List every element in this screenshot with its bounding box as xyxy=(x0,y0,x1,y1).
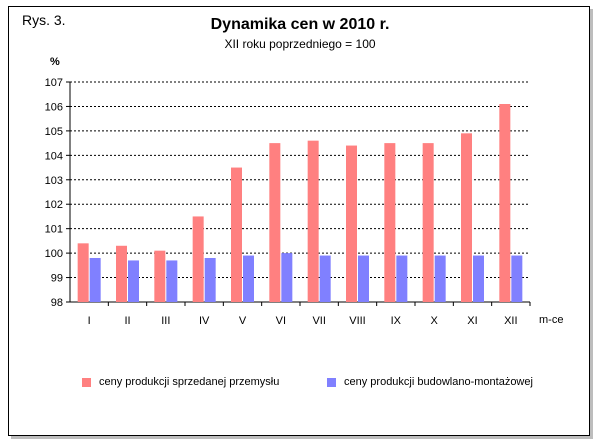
x-tick-label: IV xyxy=(199,315,210,327)
x-tick-label: X xyxy=(430,315,438,327)
x-tick-label: II xyxy=(124,315,130,327)
x-tick-label: XI xyxy=(467,315,477,327)
x-tick-label: III xyxy=(161,315,170,327)
bar-construction xyxy=(89,258,101,302)
chart-frame xyxy=(8,6,590,436)
x-tick-label: XII xyxy=(504,315,517,327)
y-tick-label: 100 xyxy=(45,248,63,260)
bar-construction xyxy=(319,255,331,302)
y-tick-label: 107 xyxy=(45,77,63,89)
bar-industry xyxy=(346,145,357,302)
x-tick-label: V xyxy=(239,315,247,327)
y-tick-label: 106 xyxy=(45,101,63,113)
bar-industry xyxy=(499,104,511,302)
bar-construction xyxy=(243,255,254,302)
chart-title: Dynamika cen w 2010 r. xyxy=(210,16,390,33)
bar-industry xyxy=(154,250,166,302)
bar-construction xyxy=(128,260,139,302)
figure-label: Rys. 3. xyxy=(22,12,66,28)
bar-industry xyxy=(461,133,472,302)
x-tick-label: VII xyxy=(312,315,325,327)
y-tick-label: 99 xyxy=(51,273,63,285)
x-tick-label: VI xyxy=(276,315,286,327)
x-tick-label: I xyxy=(88,315,91,327)
bar-industry xyxy=(116,245,127,302)
legend-label-construction: ceny produkcji budowlano-montażowej xyxy=(344,376,533,388)
bar-construction xyxy=(511,255,523,302)
chart-subtitle: XII roku poprzedniego = 100 xyxy=(224,37,376,51)
bar-construction xyxy=(358,255,369,302)
x-tick-label: VIII xyxy=(349,315,366,327)
y-tick-label: 105 xyxy=(45,126,63,138)
legend-swatch-industry xyxy=(82,377,91,387)
bar-industry xyxy=(384,143,396,302)
bar-construction xyxy=(473,255,484,302)
legend-item-construction: ceny produkcji budowlano-montażowej xyxy=(327,376,533,388)
y-tick-label: 102 xyxy=(45,199,63,211)
bar-construction xyxy=(166,260,178,302)
bar-industry xyxy=(231,167,242,302)
legend-swatch-construction xyxy=(327,377,336,387)
bar-construction xyxy=(396,255,408,302)
x-axis-unit: m-ce xyxy=(539,314,564,326)
bar-industry xyxy=(307,140,319,302)
bar-industry xyxy=(422,143,434,302)
y-axis-unit: % xyxy=(50,56,60,68)
y-tick-label: 103 xyxy=(45,175,63,187)
legend-label-industry: ceny produkcji sprzedanej przemysłu xyxy=(99,376,280,388)
bar-construction xyxy=(434,255,446,302)
bar-industry xyxy=(77,243,89,302)
bar-construction xyxy=(281,253,293,302)
x-tick-label: IX xyxy=(391,315,402,327)
bar-construction xyxy=(204,258,216,302)
bar-industry xyxy=(269,143,281,302)
y-tick-label: 101 xyxy=(45,224,63,236)
y-tick-label: 104 xyxy=(45,150,63,162)
bar-industry xyxy=(192,216,204,302)
y-tick-label: 98 xyxy=(51,297,63,309)
legend-item-industry: ceny produkcji sprzedanej przemysłu xyxy=(82,376,279,388)
